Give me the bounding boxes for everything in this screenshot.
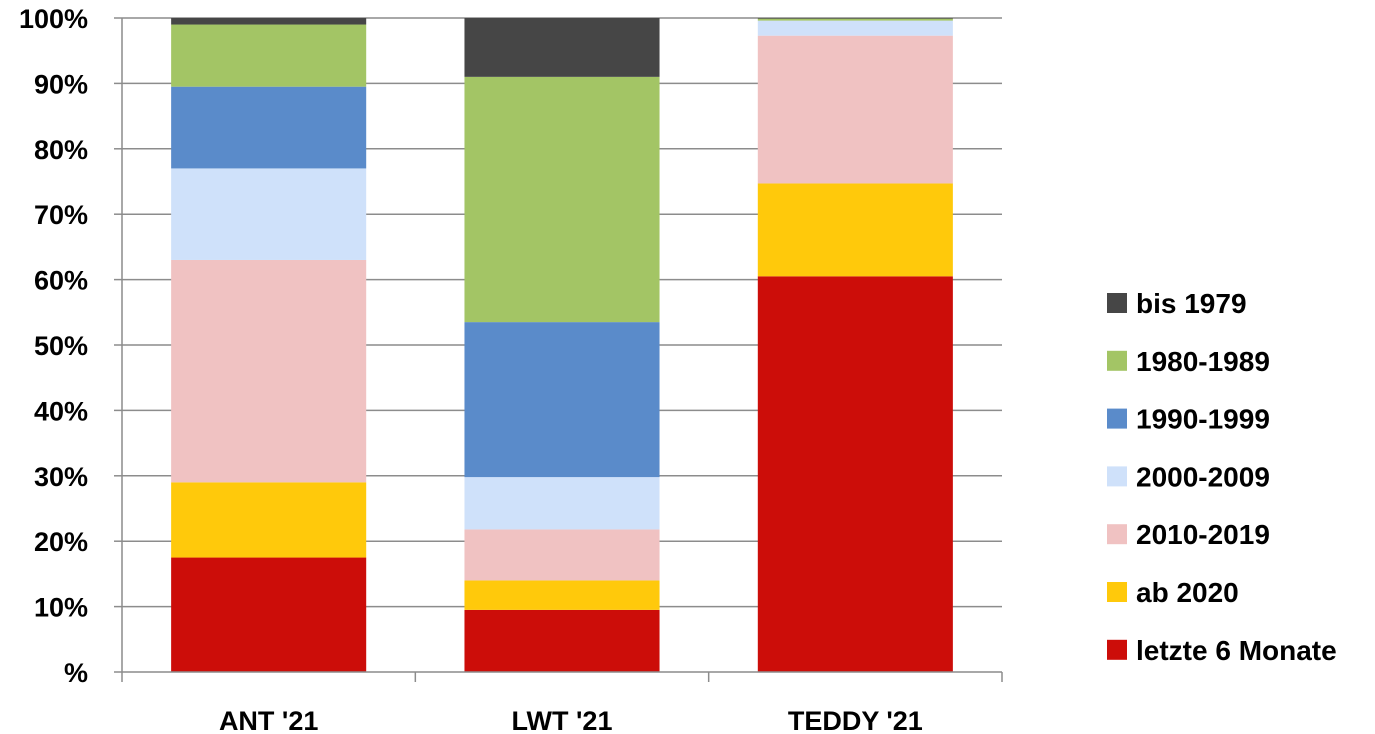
y-tick-label: 30%	[34, 462, 88, 492]
bar-segment	[464, 322, 660, 478]
x-category-label: LWT '21	[512, 706, 613, 734]
x-category-label: TEDDY '21	[788, 706, 923, 734]
y-tick-label: 80%	[34, 135, 88, 165]
legend-label: 2000-2009	[1136, 461, 1270, 492]
legend: bis 1979 1980-1989 1990-1999 2000-2009 2010-…	[1107, 288, 1337, 666]
legend-swatch	[1107, 466, 1127, 487]
bar-segment	[464, 18, 660, 77]
legend-swatch	[1107, 293, 1127, 313]
bar-segment	[171, 259, 367, 483]
bar-segment	[464, 529, 660, 581]
legend-swatch	[1107, 408, 1127, 429]
bar-segment	[171, 557, 367, 672]
bar-segment	[171, 24, 367, 87]
legend-swatch	[1107, 524, 1127, 545]
bar-segment	[171, 482, 367, 558]
bar-segment	[464, 609, 660, 672]
y-tick-label: 20%	[34, 527, 88, 557]
x-category-label: ANT '21	[219, 706, 318, 734]
bars	[171, 18, 953, 672]
bar-segment	[757, 20, 953, 36]
x-category-labels: ANT '21 LWT '21 TEDDY '21	[219, 706, 923, 734]
y-tick-label: 70%	[34, 200, 88, 230]
bar-segment	[757, 18, 953, 19]
y-tick-label: 100%	[19, 4, 88, 34]
y-tick-label: 50%	[34, 331, 88, 361]
y-tick-label: 10%	[34, 593, 88, 623]
bar-segment	[464, 580, 660, 610]
legend-swatch	[1107, 582, 1127, 602]
bar-segment	[464, 76, 660, 323]
y-tick-label: %	[64, 658, 88, 688]
bar-segment	[757, 183, 953, 277]
bar-segment	[757, 276, 953, 672]
y-tick-labels: % 10% 20% 30% 40% 50% 60% 70% 80% 90% 100%	[19, 4, 88, 688]
y-tick-label: 60%	[34, 266, 88, 296]
y-tick-label: 40%	[34, 396, 88, 426]
y-tick-label: 90%	[34, 69, 88, 99]
bar-segment	[757, 35, 953, 184]
bar-segment	[171, 86, 367, 169]
bar-segment	[464, 477, 660, 530]
legend-label: letzte 6 Monate	[1136, 635, 1337, 666]
axes	[114, 17, 1003, 682]
legend-label: ab 2020	[1136, 577, 1239, 608]
bar-segment	[171, 18, 367, 25]
legend-swatch	[1107, 639, 1127, 660]
legend-swatch	[1107, 350, 1127, 371]
legend-label: bis 1979	[1136, 288, 1247, 319]
bar-segment	[757, 18, 953, 21]
legend-label: 1980-1989	[1136, 346, 1270, 377]
bar-segment	[171, 168, 367, 260]
legend-label: 2010-2019	[1136, 519, 1270, 550]
legend-label: 1990-1999	[1136, 404, 1270, 435]
